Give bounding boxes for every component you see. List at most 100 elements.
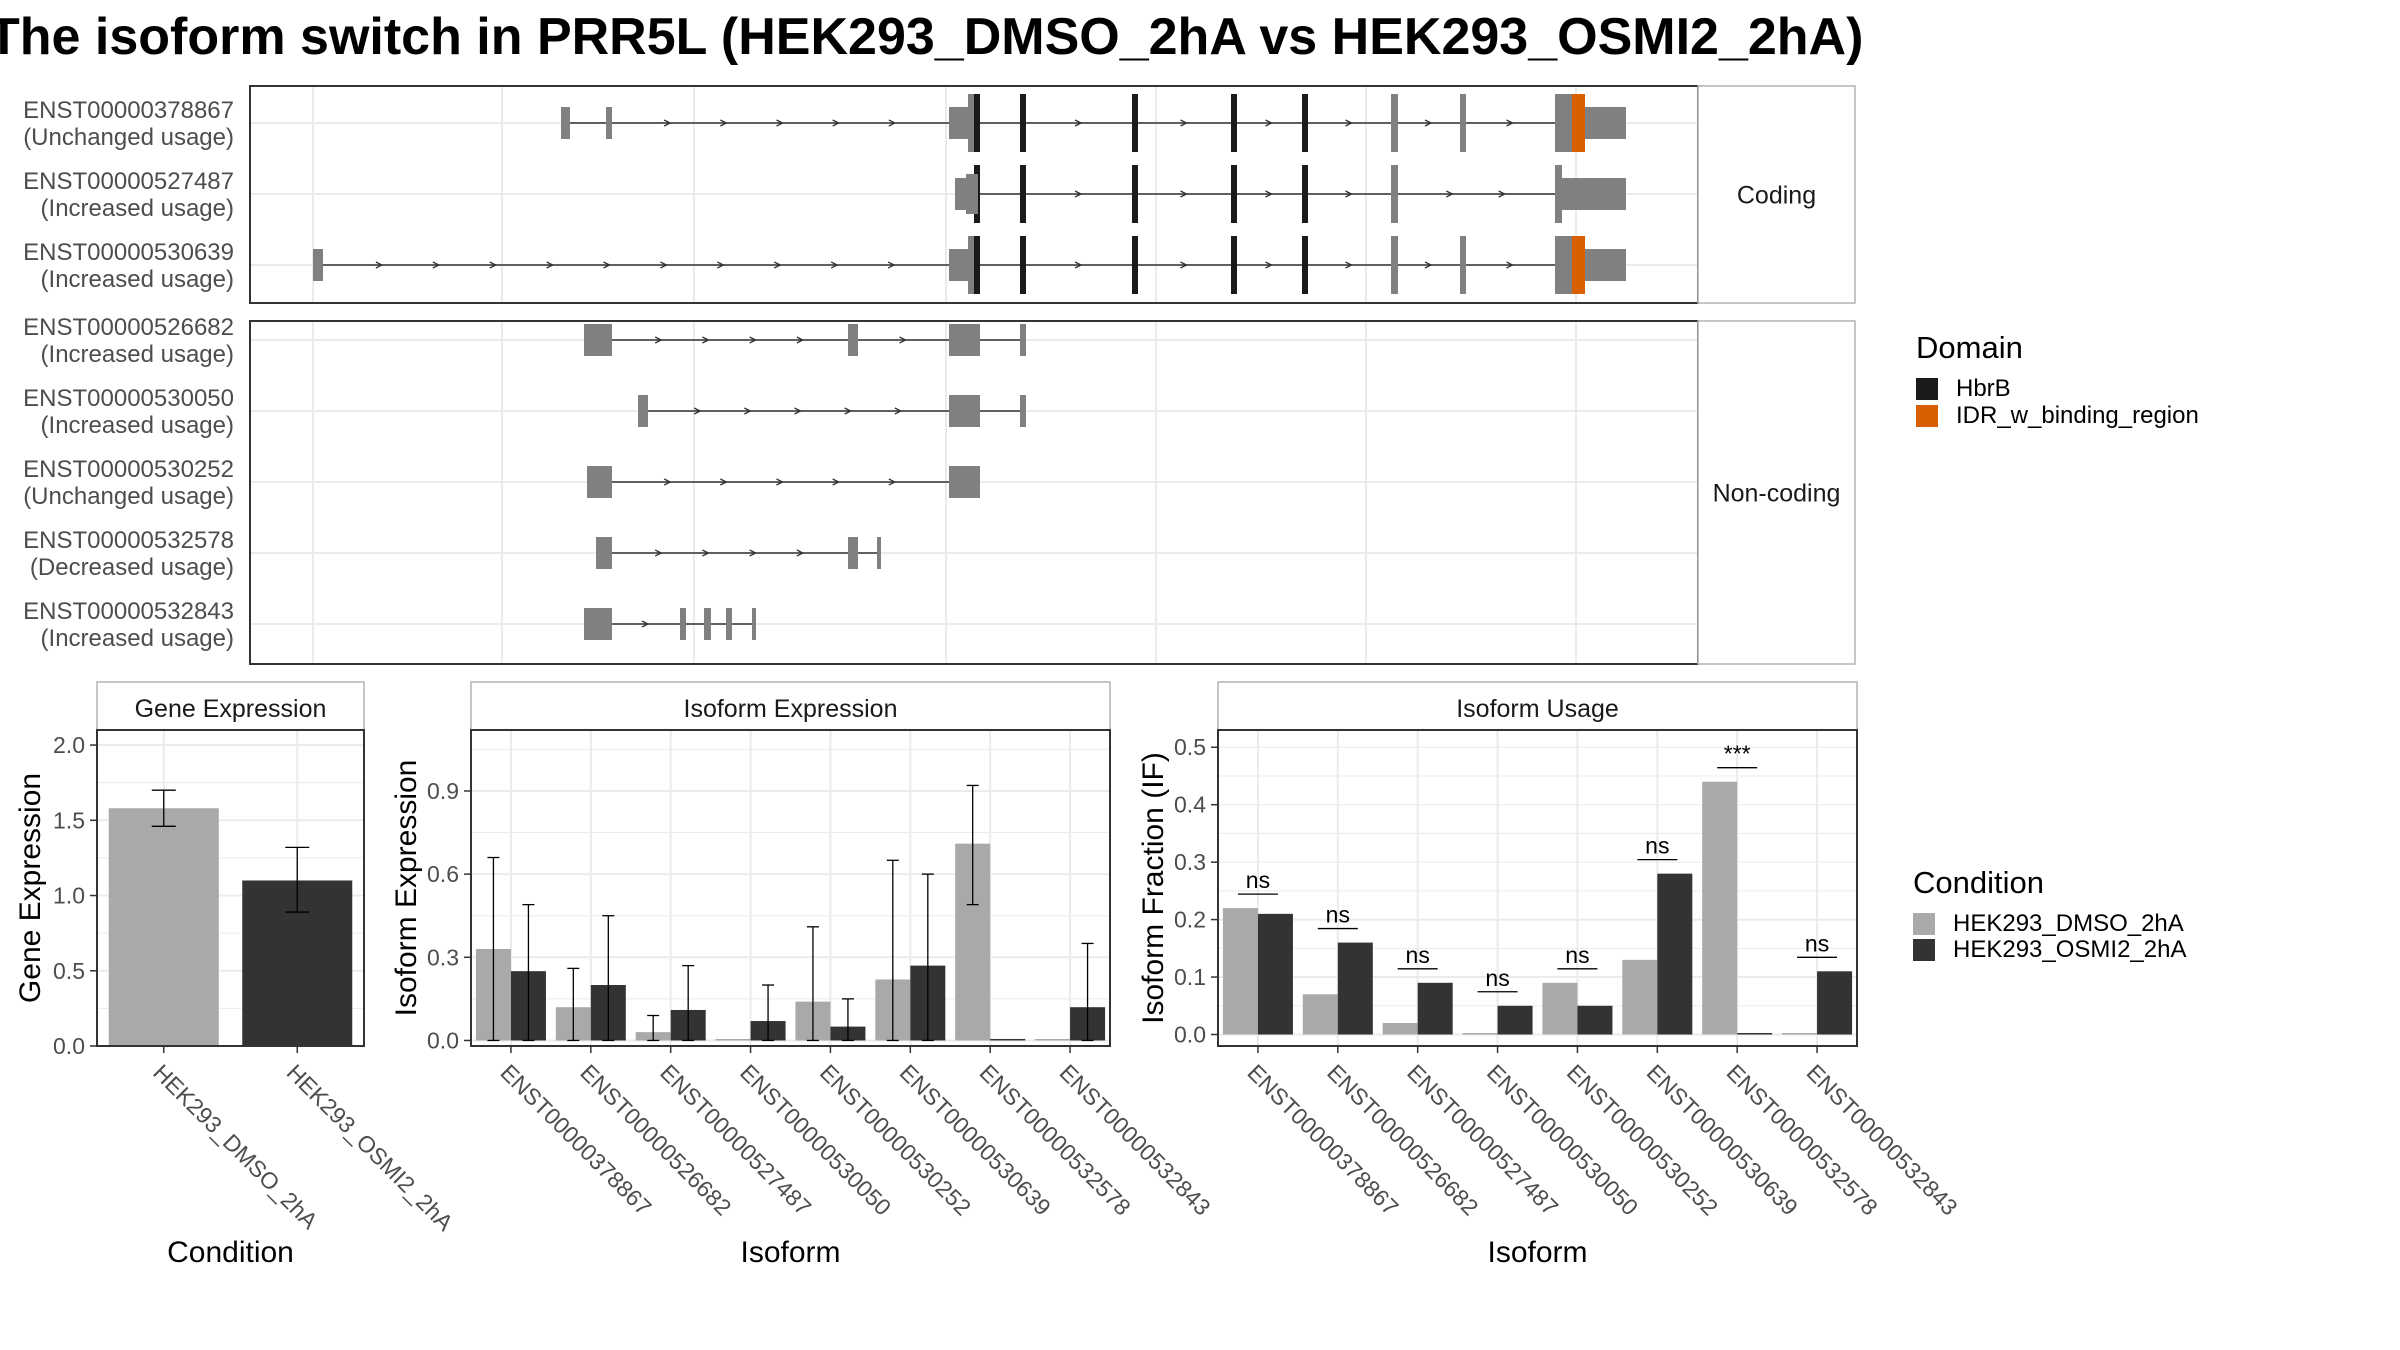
x-tick-label: ENST00000530639 xyxy=(895,1059,1056,1220)
strand-arrow xyxy=(794,407,802,415)
y-tick-label: 0.5 xyxy=(53,958,85,984)
exon xyxy=(596,537,612,569)
strand-arrow xyxy=(796,336,805,344)
exon xyxy=(848,537,858,569)
strand-arrow xyxy=(663,478,672,486)
x-tick-label: ENST00000532843 xyxy=(1055,1059,1216,1220)
idr-domain-exon xyxy=(1572,94,1585,152)
significance-label: ns xyxy=(1645,833,1669,859)
exon xyxy=(704,608,711,640)
transcript-id-label: ENST00000532843 xyxy=(23,598,234,625)
y-tick-label: 2.0 xyxy=(53,732,85,758)
strand-arrow xyxy=(717,261,725,269)
y-tick-label: 0.0 xyxy=(427,1027,459,1053)
x-tick-label: ENST00000527487 xyxy=(655,1059,816,1220)
strand-arrow xyxy=(720,478,728,486)
y-tick-label: 0.3 xyxy=(1174,849,1206,875)
strand-arrow xyxy=(1345,119,1353,127)
y-tick-label: 0.9 xyxy=(427,778,459,804)
transcript-usage-label: (Unchanged usage) xyxy=(23,483,234,510)
hbrb-domain-exon xyxy=(1302,94,1308,152)
exon xyxy=(949,395,980,427)
figure-title: The isoform switch in PRR5L (HEK293_DMSO… xyxy=(0,8,1863,66)
exon xyxy=(949,324,980,356)
strand-arrow xyxy=(693,407,702,415)
transcript-id-label: ENST00000530639 xyxy=(23,239,234,266)
domain-legend-swatch xyxy=(1916,405,1938,427)
x-tick-label: ENST00000530252 xyxy=(1562,1059,1723,1220)
condition-legend-swatch xyxy=(1913,939,1935,961)
strand-arrow xyxy=(776,119,784,127)
hbrb-domain-exon xyxy=(1132,165,1138,223)
strand-arrow xyxy=(1074,261,1083,269)
strand-arrow xyxy=(1506,119,1514,127)
x-tick-label: ENST00000378867 xyxy=(1242,1059,1403,1220)
x-tick-label: ENST00000532578 xyxy=(1722,1059,1883,1220)
exon xyxy=(1020,395,1026,427)
utr-exon xyxy=(1585,107,1626,139)
exon xyxy=(877,537,881,569)
utr-exon xyxy=(949,107,968,139)
strand-arrow xyxy=(663,119,672,127)
facet-strip xyxy=(1697,85,1856,304)
bar xyxy=(1222,908,1258,1035)
exon xyxy=(584,608,612,640)
chart-strip xyxy=(96,681,365,731)
transcript-usage-label: (Increased usage) xyxy=(41,266,234,293)
utr-exon xyxy=(955,178,966,210)
exon xyxy=(726,608,732,640)
strand-arrow xyxy=(744,407,752,415)
y-tick-label: 0.2 xyxy=(1174,907,1206,933)
strand-arrow xyxy=(844,407,853,415)
plot-border xyxy=(1217,729,1858,1047)
bar xyxy=(1577,1005,1613,1035)
exon xyxy=(949,466,980,498)
cds-exon xyxy=(1391,94,1398,152)
transcript-usage-label: (Unchanged usage) xyxy=(23,124,234,151)
strand-arrow xyxy=(899,336,907,344)
hbrb-domain-exon xyxy=(1132,94,1138,152)
cds-exon xyxy=(1555,94,1572,152)
exon xyxy=(848,324,858,356)
strand-arrow xyxy=(702,336,710,344)
strand-arrow xyxy=(1345,261,1353,269)
strand-arrow xyxy=(660,261,668,269)
hbrb-domain-exon xyxy=(1302,236,1308,294)
strand-arrow xyxy=(1180,190,1188,198)
strand-arrow xyxy=(749,336,758,344)
x-axis-title: Isoform xyxy=(1487,1236,1587,1269)
strand-arrow xyxy=(776,478,784,486)
x-tick-label: ENST00000530050 xyxy=(735,1059,896,1220)
bar xyxy=(1542,982,1578,1035)
hbrb-domain-exon xyxy=(1302,165,1308,223)
transcript-id-label: ENST00000532578 xyxy=(23,527,234,554)
strand-arrow xyxy=(432,261,441,269)
significance-label: ns xyxy=(1326,902,1350,928)
strand-arrow xyxy=(832,478,841,486)
domain-legend-label: HbrB xyxy=(1956,375,2011,402)
cds-exon xyxy=(1391,165,1398,223)
x-tick-label: ENST00000532578 xyxy=(975,1059,1136,1220)
cds-exon xyxy=(1555,165,1562,223)
x-tick-label: ENST00000532843 xyxy=(1802,1059,1963,1220)
cds-exon xyxy=(1391,236,1398,294)
strand-arrow xyxy=(654,336,663,344)
exon xyxy=(680,608,686,640)
significance-label: ns xyxy=(1485,965,1509,991)
chart-strip xyxy=(1217,681,1858,731)
exon xyxy=(606,107,612,139)
strand-arrow xyxy=(1424,119,1433,127)
strand-arrow xyxy=(796,549,805,557)
y-tick-label: 0.6 xyxy=(427,861,459,887)
bar xyxy=(1497,1005,1533,1035)
transcript-usage-label: (Increased usage) xyxy=(41,341,234,368)
strand-arrow xyxy=(1180,261,1188,269)
utr-exon xyxy=(949,249,968,281)
condition-legend-label: HEK293_OSMI2_2hA xyxy=(1953,936,2186,963)
plot-background xyxy=(471,730,1110,1046)
exon xyxy=(584,324,612,356)
hbrb-domain-exon xyxy=(1231,165,1237,223)
hbrb-domain-exon xyxy=(1020,236,1026,294)
condition-legend-title: Condition xyxy=(1913,865,2044,900)
